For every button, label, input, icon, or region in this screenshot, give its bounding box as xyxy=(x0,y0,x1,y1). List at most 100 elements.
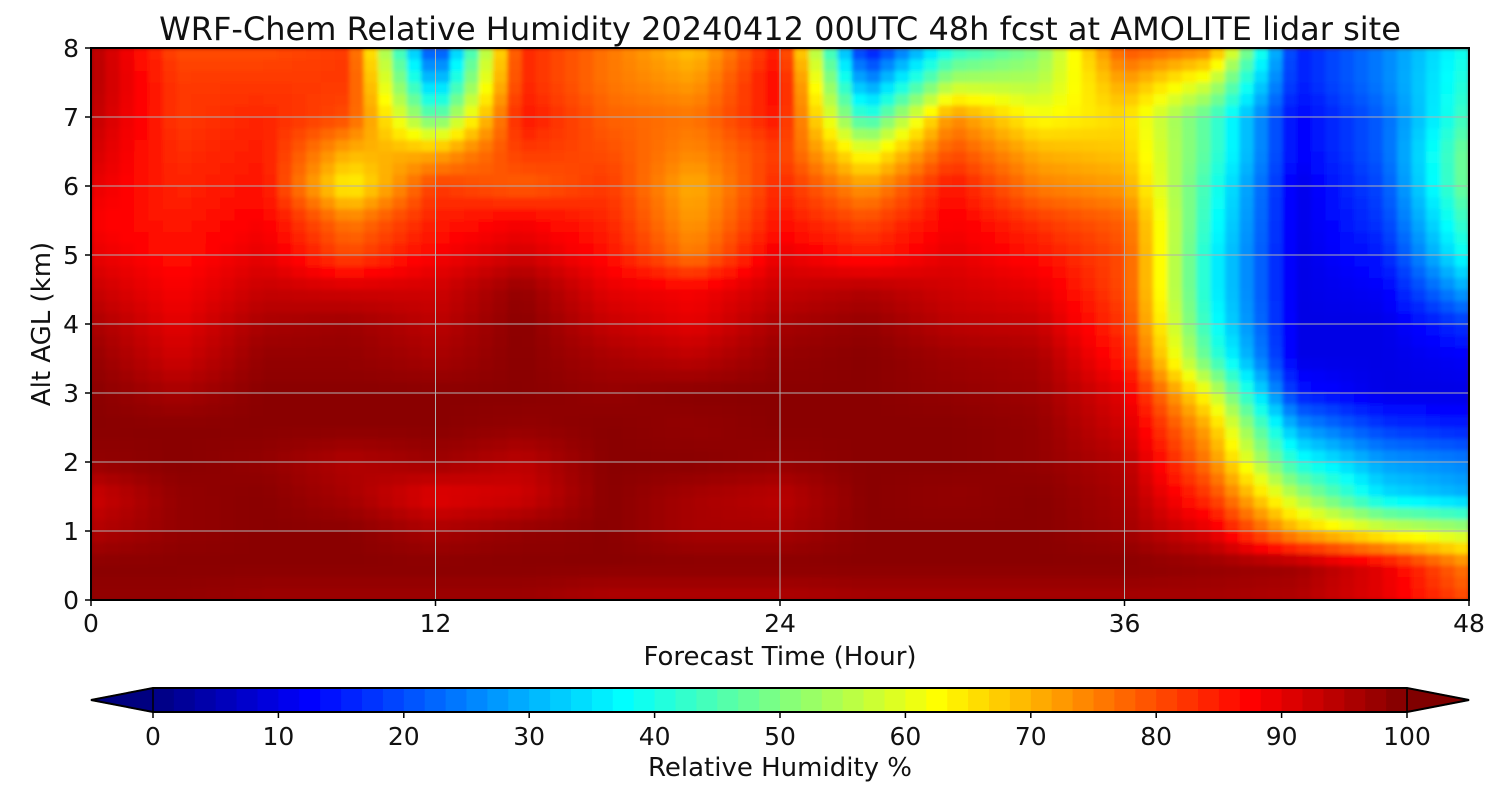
heatmap-cell xyxy=(435,404,451,417)
heatmap-cell xyxy=(1282,347,1298,360)
heatmap-cell xyxy=(995,439,1011,452)
heatmap-cell xyxy=(650,393,666,406)
heatmap-cell xyxy=(1268,243,1284,256)
heatmap-cell xyxy=(1311,301,1327,314)
heatmap-cell xyxy=(1239,519,1255,532)
heatmap-cell xyxy=(722,577,738,590)
heatmap-cell xyxy=(1124,59,1140,72)
heatmap-cell xyxy=(995,393,1011,406)
heatmap-cell xyxy=(980,450,997,463)
heatmap-cell xyxy=(1339,324,1355,337)
heatmap-cell xyxy=(507,117,523,130)
heatmap-cell xyxy=(1081,289,1097,302)
heatmap-cell xyxy=(1210,105,1226,118)
heatmap-cell xyxy=(1224,393,1241,406)
heatmap-cell xyxy=(636,588,652,600)
heatmap-cell xyxy=(421,462,437,475)
heatmap-cell xyxy=(464,94,480,107)
heatmap-cell xyxy=(722,48,738,61)
heatmap-cell xyxy=(679,94,695,107)
heatmap-cell xyxy=(866,163,882,176)
heatmap-cell xyxy=(808,393,824,406)
heatmap-cell xyxy=(320,151,336,164)
heatmap-cell xyxy=(1454,554,1469,567)
heatmap-cell xyxy=(162,174,178,187)
heatmap-cell xyxy=(1210,59,1226,72)
heatmap-cell xyxy=(335,542,351,555)
heatmap-cell xyxy=(708,462,724,475)
heatmap-cell xyxy=(478,209,494,222)
heatmap-cell xyxy=(148,335,164,348)
y-tick-label: 3 xyxy=(63,379,79,408)
heatmap-cell xyxy=(478,151,494,164)
heatmap-cell xyxy=(248,128,265,141)
heatmap-cell xyxy=(593,542,609,555)
heatmap-cell xyxy=(1253,255,1269,268)
heatmap-cell xyxy=(320,542,336,555)
heatmap-cell xyxy=(291,485,308,498)
heatmap-cell xyxy=(335,243,351,256)
heatmap-cell xyxy=(808,588,824,600)
heatmap-cell xyxy=(1009,496,1025,509)
heatmap-cell xyxy=(248,347,265,360)
heatmap-cell xyxy=(837,163,853,176)
heatmap-cell xyxy=(1124,82,1140,95)
heatmap-cell xyxy=(1325,324,1341,337)
heatmap-cell xyxy=(1038,209,1054,222)
heatmap-cell xyxy=(636,105,652,118)
heatmap-cell xyxy=(607,140,623,153)
heatmap-cell xyxy=(306,243,322,256)
heatmap-cell xyxy=(823,301,839,314)
heatmap-cell xyxy=(177,186,193,199)
heatmap-cell xyxy=(1081,358,1097,371)
heatmap-cell xyxy=(736,59,753,72)
heatmap-cell xyxy=(1110,531,1126,544)
heatmap-cell xyxy=(808,324,824,337)
heatmap-cell xyxy=(579,197,595,210)
heatmap-cell xyxy=(1397,82,1413,95)
heatmap-cell xyxy=(177,117,193,130)
heatmap-cell xyxy=(708,151,724,164)
heatmap-cell xyxy=(1425,278,1442,291)
heatmap-cell xyxy=(794,255,810,268)
heatmap-cell xyxy=(263,151,279,164)
heatmap-cell xyxy=(579,266,595,279)
heatmap-cell xyxy=(392,393,408,406)
heatmap-cell xyxy=(1038,174,1054,187)
heatmap-cell xyxy=(952,508,968,521)
x-tick-label: 48 xyxy=(1453,609,1485,638)
heatmap-cell xyxy=(794,335,810,348)
heatmap-cell xyxy=(205,105,221,118)
heatmap-cell xyxy=(722,324,738,337)
colorbar-extend-min xyxy=(90,687,154,713)
heatmap-cell xyxy=(1282,209,1298,222)
colorbar-cell xyxy=(278,688,300,712)
heatmap-cell xyxy=(1138,117,1154,130)
heatmap-cell xyxy=(1440,404,1456,417)
heatmap-cell xyxy=(306,312,322,325)
heatmap-cell xyxy=(1368,462,1384,475)
heatmap-cell xyxy=(205,48,221,61)
heatmap-cell xyxy=(966,94,982,107)
heatmap-cell xyxy=(1454,105,1469,118)
heatmap-cell xyxy=(535,473,552,486)
heatmap-cell xyxy=(263,485,279,498)
heatmap-cell xyxy=(1009,427,1025,440)
heatmap-cell xyxy=(1354,473,1370,486)
heatmap-cell xyxy=(220,519,236,532)
heatmap-cell xyxy=(277,439,293,452)
heatmap-cell xyxy=(220,416,236,429)
heatmap-cell xyxy=(579,588,595,600)
heatmap-cell xyxy=(191,450,207,463)
heatmap-cell xyxy=(980,462,997,475)
heatmap-cell xyxy=(622,485,638,498)
heatmap-cell xyxy=(980,381,997,394)
heatmap-cell xyxy=(392,324,408,337)
heatmap-cell xyxy=(320,496,336,509)
heatmap-cell xyxy=(148,324,164,337)
heatmap-cell xyxy=(191,542,207,555)
heatmap-cell xyxy=(708,554,724,567)
heatmap-cell xyxy=(392,140,408,153)
heatmap-cell xyxy=(1124,186,1140,199)
heatmap-cell xyxy=(866,312,882,325)
